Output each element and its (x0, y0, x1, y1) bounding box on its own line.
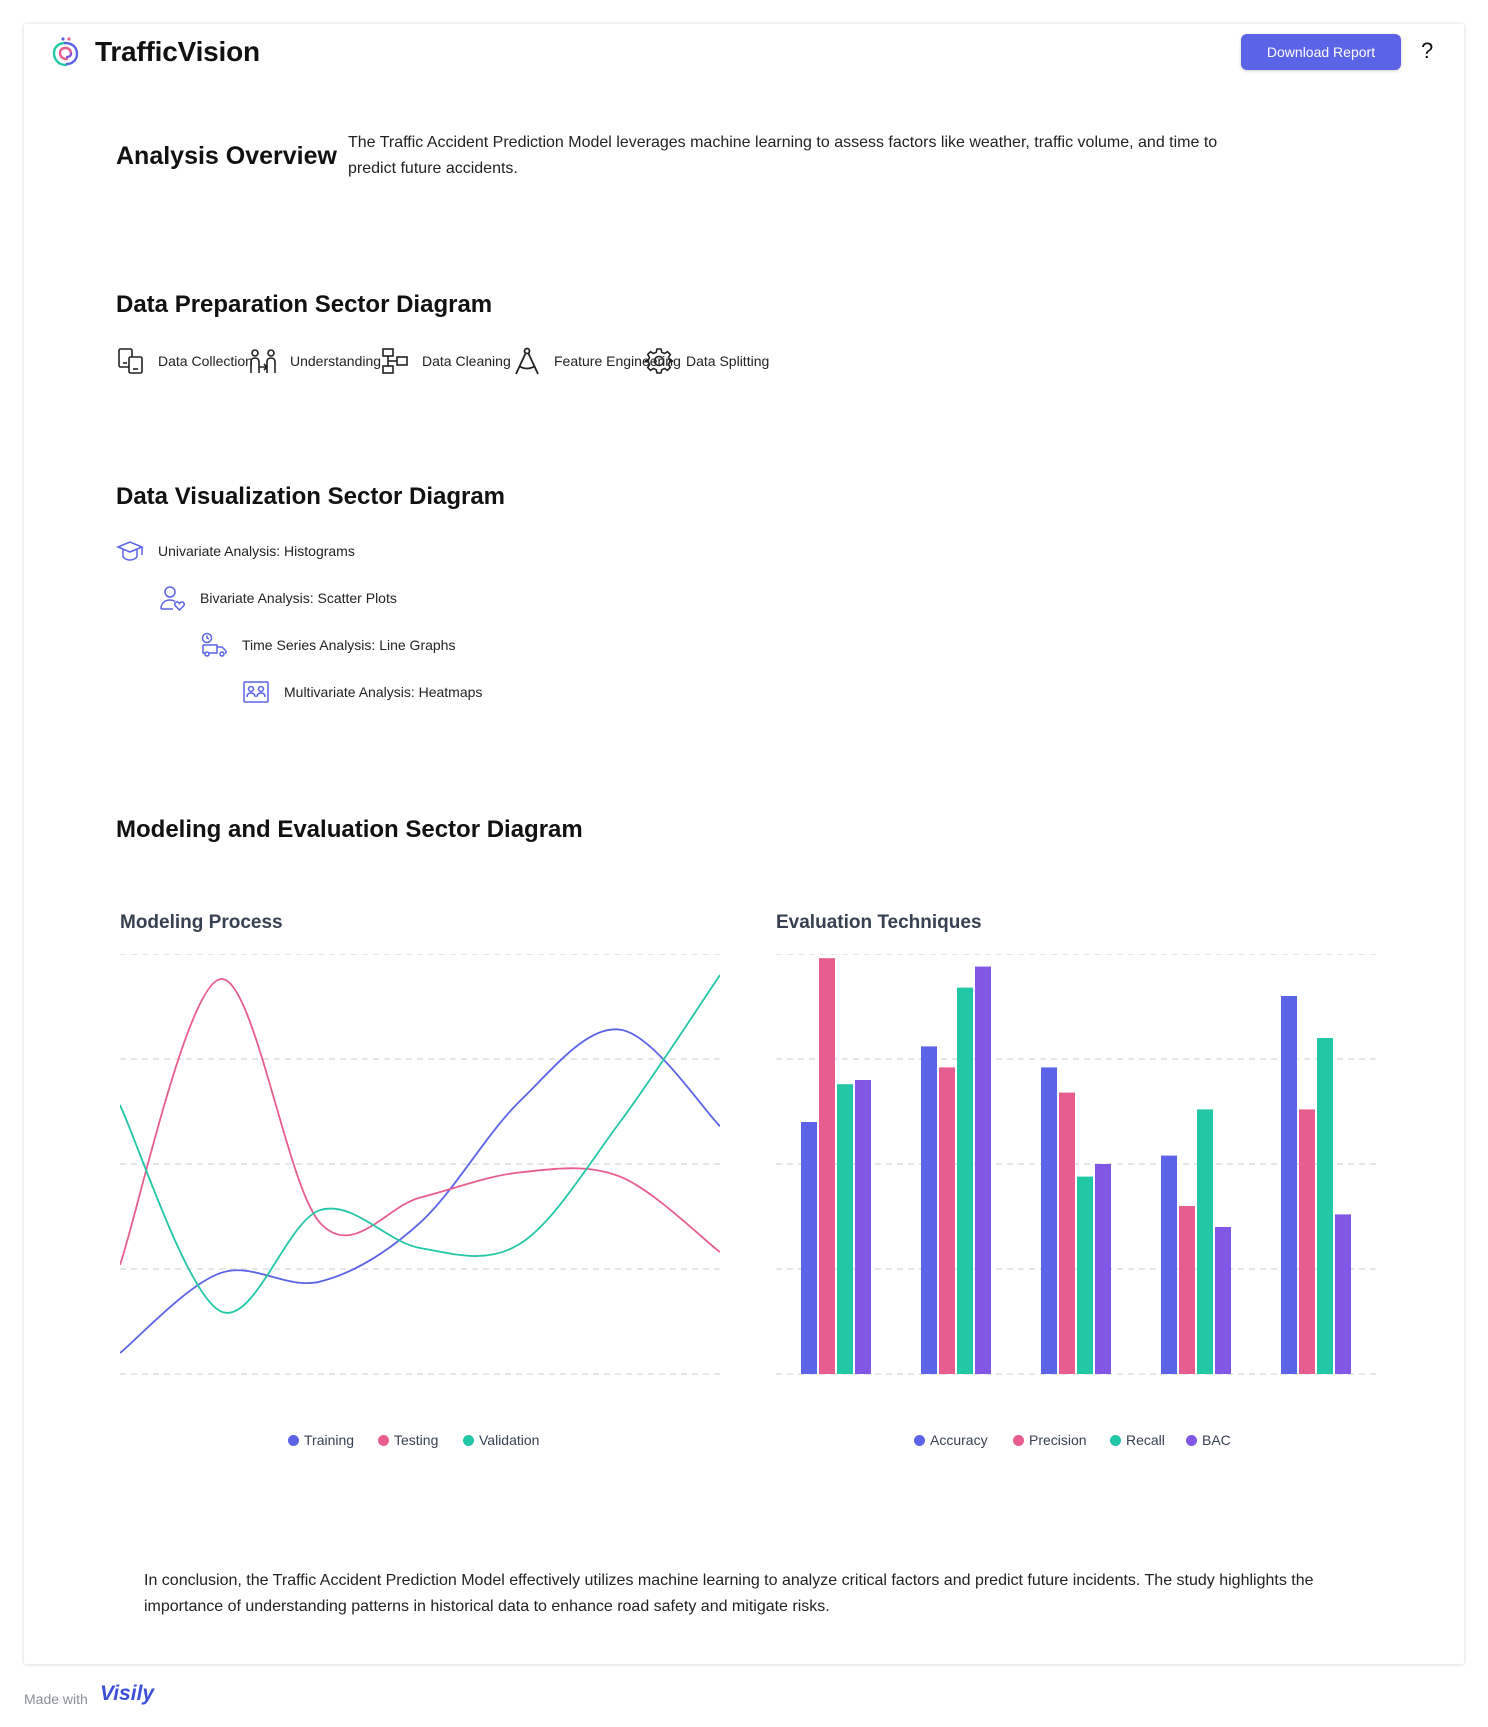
legend-label: Accuracy (930, 1432, 988, 1448)
compass-drafting-icon (515, 347, 539, 375)
prep-item-label: Data Cleaning (422, 353, 511, 369)
viz-item-label: Univariate Analysis: Histograms (158, 543, 355, 559)
bar-precision (939, 1067, 955, 1374)
bar-bac (975, 966, 991, 1374)
id-card-icon (243, 681, 269, 703)
bar-bac (1215, 1227, 1231, 1374)
bar-accuracy (1161, 1155, 1177, 1374)
devices-icon (118, 348, 143, 374)
user-heart-icon (160, 586, 185, 612)
legend-dot (463, 1435, 474, 1446)
made-with-text: Made with (24, 1691, 88, 1707)
bar-recall (1197, 1109, 1213, 1374)
bar-precision (1059, 1092, 1075, 1374)
legend-precision: Precision (1013, 1432, 1087, 1448)
legend-dot (1013, 1435, 1024, 1446)
header: TrafficVision Download Report ? (24, 24, 1464, 80)
legend-dot (914, 1435, 925, 1446)
legend-label: Training (304, 1432, 355, 1448)
people-exchange-icon (250, 349, 276, 373)
gear-icon (644, 348, 674, 374)
legend-dot (1186, 1435, 1197, 1446)
evaluation-techniques-chart (776, 954, 1376, 1375)
series-line-testing (120, 978, 720, 1266)
bar-accuracy (1281, 996, 1297, 1374)
bar-bac (855, 1080, 871, 1374)
overview-title: Analysis Overview (116, 142, 337, 170)
legend-accuracy: Accuracy (914, 1432, 988, 1448)
modeling-title: Modeling and Evaluation Sector Diagram (116, 816, 583, 843)
overview-text: The Traffic Accident Prediction Model le… (348, 134, 1218, 177)
data-preparation-title: Data Preparation Sector Diagram (116, 291, 493, 318)
series-line-training (120, 1028, 720, 1354)
line-chart-title: Modeling Process (120, 912, 283, 933)
conclusion-text: In conclusion, the Traffic Accident Pred… (144, 1572, 1314, 1615)
legend-dot (288, 1435, 299, 1446)
legend-training: Training (288, 1432, 354, 1448)
viz-item-label: Multivariate Analysis: Heatmaps (284, 684, 483, 700)
bar-recall (1077, 1176, 1093, 1374)
bar-bac (1095, 1164, 1111, 1374)
brand-name: TrafficVision (95, 36, 260, 67)
prep-item-label: Data Collection (158, 353, 253, 369)
download-report-button[interactable]: Download Report (1241, 34, 1401, 70)
bar-accuracy (801, 1122, 817, 1374)
prep-item-label: Data Splitting (686, 353, 770, 369)
legend-recall: Recall (1110, 1432, 1165, 1448)
legend-testing: Testing (378, 1432, 438, 1448)
bar-precision (819, 958, 835, 1374)
help-button[interactable]: ? (1421, 38, 1434, 63)
spiral-logo-icon (52, 37, 79, 67)
legend-dot (378, 1435, 389, 1446)
line-chart-legend: Training Testing Validation (288, 1432, 588, 1452)
bar-accuracy (1041, 1067, 1057, 1374)
bar-precision (1179, 1206, 1195, 1374)
flowchart-icon (382, 348, 408, 374)
main-card: TrafficVision Download Report ? Analysis… (24, 24, 1464, 1664)
legend-label: Precision (1029, 1432, 1087, 1448)
bar-recall (837, 1084, 853, 1374)
legend-validation: Validation (463, 1432, 539, 1448)
viz-item-label: Time Series Analysis: Line Graphs (242, 637, 456, 653)
bar-chart-title: Evaluation Techniques (776, 912, 982, 933)
legend-bac: BAC (1186, 1432, 1231, 1448)
bar-accuracy (921, 1046, 937, 1374)
bar-recall (957, 987, 973, 1374)
bar-recall (1317, 1038, 1333, 1374)
legend-label: Validation (479, 1432, 540, 1448)
bar-bac (1335, 1214, 1351, 1374)
legend-label: BAC (1202, 1432, 1231, 1448)
delivery-truck-icon (201, 632, 227, 657)
bar-precision (1299, 1109, 1315, 1374)
modeling-process-chart (120, 954, 720, 1375)
legend-label: Testing (394, 1432, 439, 1448)
legend-label: Recall (1126, 1432, 1165, 1448)
prep-item-label: Understanding (290, 353, 382, 369)
viz-item-label: Bivariate Analysis: Scatter Plots (200, 590, 397, 606)
visily-logo: Visily (100, 1682, 155, 1705)
data-visualization-title: Data Visualization Sector Diagram (116, 483, 506, 510)
bar-chart-legend: Accuracy Precision Recall BAC (914, 1432, 1254, 1452)
series-line-validation (120, 974, 720, 1314)
legend-dot (1110, 1435, 1121, 1446)
graduation-cap-icon (116, 541, 144, 561)
